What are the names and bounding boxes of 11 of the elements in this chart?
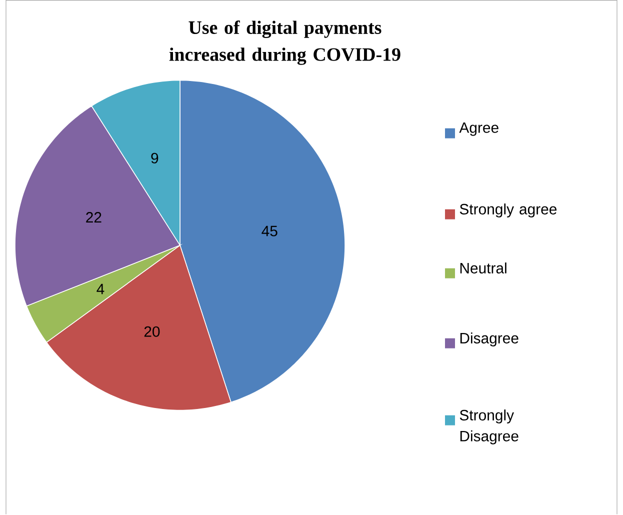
legend-label: Disagree bbox=[460, 332, 518, 347]
data-label: 20 bbox=[144, 326, 160, 338]
legend-label: Strongly agree bbox=[460, 204, 557, 218]
data-label: 22 bbox=[86, 212, 102, 223]
legend-label: Agree bbox=[459, 122, 498, 136]
chart-title: Use of digital payments increased during COVID-19 bbox=[169, 20, 400, 66]
data-label: 45 bbox=[262, 226, 278, 237]
data-label: 4 bbox=[96, 284, 104, 294]
legend-label: Strongly Disagree bbox=[460, 410, 518, 445]
data-label: 9 bbox=[151, 153, 158, 164]
legend-label: Neutral bbox=[460, 262, 506, 274]
